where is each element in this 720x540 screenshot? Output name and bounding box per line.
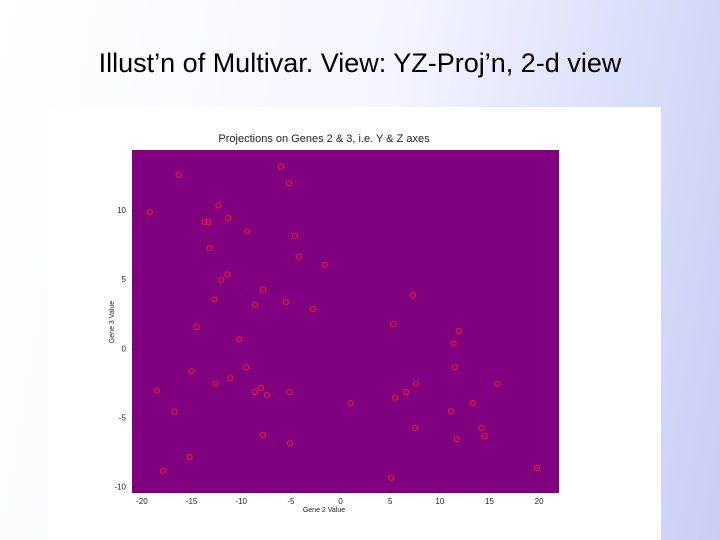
y-tick-label: 5 (122, 275, 127, 284)
x-tick-label: 15 (485, 497, 494, 506)
point (264, 391, 271, 398)
point (286, 388, 293, 396)
point (243, 364, 250, 371)
point (236, 336, 243, 343)
point (260, 286, 267, 293)
x-tick-label: -10 (235, 497, 247, 506)
point (175, 171, 182, 178)
y-axis-label: Gene 3 Value (109, 301, 116, 343)
y-tick-label: -5 (119, 413, 127, 422)
point (409, 292, 417, 299)
point (186, 453, 193, 461)
point (282, 299, 289, 306)
plot-area (132, 150, 559, 493)
point (478, 424, 485, 432)
point (412, 380, 420, 387)
point (494, 380, 501, 387)
x-tick-label: 5 (388, 497, 393, 506)
point (481, 433, 488, 440)
point (211, 296, 218, 303)
point (411, 424, 419, 432)
point (534, 465, 541, 472)
point (388, 474, 395, 481)
point (403, 388, 410, 396)
point (321, 261, 328, 268)
point (146, 209, 153, 216)
point (225, 214, 232, 221)
x-tick-label: -15 (186, 497, 198, 506)
point (171, 408, 178, 415)
x-tick-label: -5 (287, 497, 295, 506)
slide-title: Illust’n of Multivar. View: YZ-Proj’n, 2… (98, 48, 622, 78)
point (451, 364, 458, 371)
point (295, 253, 302, 260)
x-tick-label: 10 (435, 497, 444, 506)
point (206, 245, 213, 252)
y-tick-label: 0 (122, 344, 127, 353)
point (392, 394, 399, 401)
point (450, 340, 457, 347)
point (212, 380, 219, 387)
point (224, 271, 231, 278)
y-tick-label: 10 (117, 206, 126, 215)
point (159, 467, 166, 474)
point (309, 306, 316, 313)
point (469, 400, 476, 407)
y-tick-label: -10 (114, 483, 126, 492)
point (258, 384, 265, 391)
point (215, 202, 222, 209)
chart-title: Projections on Genes 2 & 3, i.e. Y & Z a… (218, 133, 430, 145)
x-tick-label: -20 (136, 497, 148, 506)
point (205, 218, 212, 225)
point (285, 180, 292, 187)
point (193, 323, 200, 331)
point (390, 321, 397, 328)
point (252, 388, 259, 396)
point (188, 368, 195, 375)
chart: Projections on Genes 2 & 3, i.e. Y & Z a… (48, 107, 661, 540)
point (218, 276, 225, 284)
point (201, 218, 208, 225)
x-tick-label: 20 (535, 497, 544, 506)
point (277, 163, 285, 170)
point (347, 400, 354, 407)
point (153, 387, 160, 394)
point (291, 232, 298, 239)
x-axis-label: Gene 2 Value (303, 507, 345, 514)
point (453, 436, 460, 443)
point (244, 228, 251, 235)
point (447, 408, 454, 415)
x-tick-label: 0 (338, 497, 343, 506)
point (252, 301, 259, 308)
point (260, 431, 267, 438)
point (455, 328, 462, 335)
point (286, 440, 293, 447)
point (227, 375, 234, 382)
